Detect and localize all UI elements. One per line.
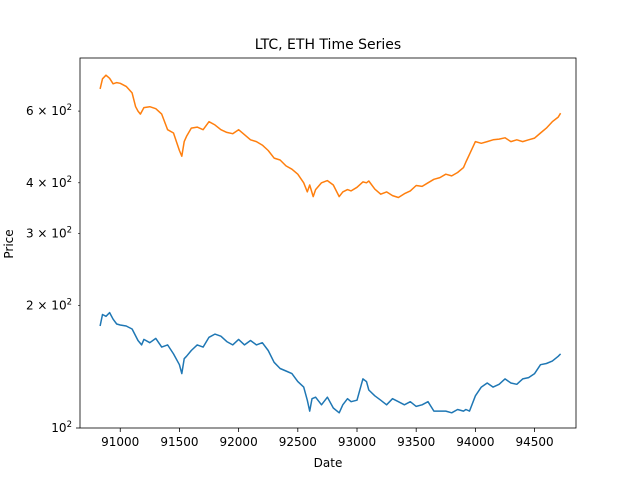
- x-tick-label: 94000: [456, 435, 494, 449]
- series-layer: [99, 74, 562, 414]
- x-tick-label: 92000: [220, 435, 258, 449]
- x-axis: 91000 91500 92000 92500 93000 93500 94000 94500: [101, 428, 554, 449]
- plot-frame: [79, 57, 577, 429]
- x-tick-label: 92500: [279, 435, 317, 449]
- y-minor-tick-label: 4 × 102: [26, 175, 72, 190]
- x-tick-label: 93500: [397, 435, 435, 449]
- y-minor-tick-label: 3 × 102: [26, 226, 72, 241]
- x-axis-label: Date: [314, 456, 343, 470]
- x-tick-label: 91000: [101, 435, 139, 449]
- x-tick-label: 94500: [515, 435, 553, 449]
- y-minor-tick-label: 6 × 102: [26, 103, 72, 118]
- y-axis-label: Price: [2, 229, 16, 258]
- y-minor-tick-label: 2 × 102: [26, 297, 72, 312]
- x-tick-label: 93000: [338, 435, 376, 449]
- series-line-2: [99, 74, 562, 199]
- y-major-tick-label: 102: [51, 420, 72, 435]
- y-axis: 102 2 × 102 3 × 102 4 × 102 6 × 102: [26, 103, 80, 435]
- chart-title: LTC, ETH Time Series: [255, 37, 401, 53]
- x-tick-label: 91500: [160, 435, 198, 449]
- series-line-1: [99, 311, 562, 414]
